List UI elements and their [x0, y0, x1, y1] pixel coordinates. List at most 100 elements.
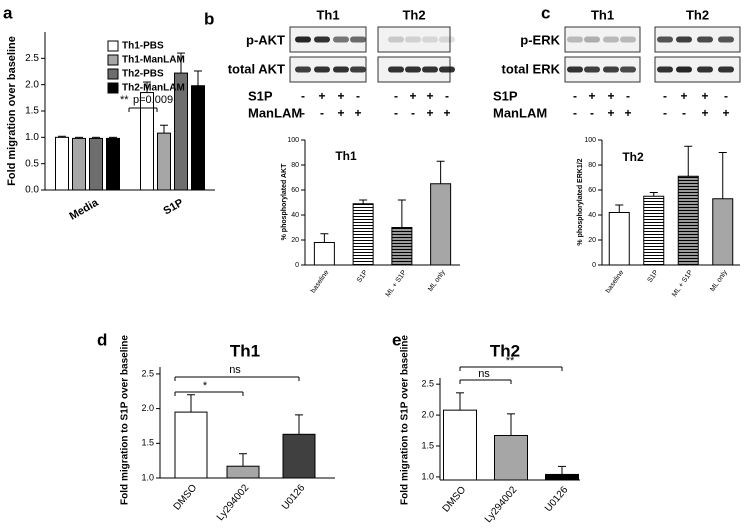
- y-tick-label: 60: [291, 187, 299, 194]
- blot-band: [295, 66, 311, 73]
- error-bar: [649, 192, 658, 197]
- error-bar: [143, 81, 151, 93]
- treatment-sign: +: [426, 89, 433, 103]
- bar: [174, 411, 208, 479]
- bar: [55, 136, 69, 191]
- treatment-sign: +: [701, 106, 708, 120]
- bar: [352, 203, 374, 266]
- treatment-sign: +: [722, 106, 729, 120]
- error-bar: [615, 204, 624, 213]
- blot-band: [603, 36, 619, 43]
- error-bar: [320, 233, 329, 243]
- treatment-label: ManLAM: [248, 105, 302, 120]
- annotation: *: [203, 380, 208, 392]
- blot-band: [295, 36, 311, 43]
- error-bar: [456, 392, 464, 411]
- blot-band: [333, 36, 349, 43]
- treatment-sign: +: [680, 89, 687, 103]
- treatment-sign: -: [626, 89, 630, 103]
- error-bar: [397, 199, 406, 228]
- treatment-sign: +: [337, 106, 344, 120]
- y-axis-label: Fold migration to S1P over baseline: [400, 335, 411, 505]
- y-tick-label: 2.0: [141, 403, 154, 413]
- blot-band: [567, 36, 583, 43]
- blot-band: [439, 36, 455, 43]
- treatment-sign: -: [663, 89, 667, 103]
- bar: [89, 137, 103, 191]
- blot-group-label: Th1: [316, 7, 339, 22]
- y-tick-label: 2.5: [141, 368, 154, 378]
- treatment-sign: -: [590, 106, 594, 120]
- panel-letter: a: [3, 3, 13, 22]
- bar: [545, 473, 579, 481]
- treatment-sign: +: [624, 106, 631, 120]
- error-bar: [558, 465, 566, 475]
- x-tick-label: ML + S1P: [671, 269, 695, 298]
- annotation: p=0.009: [133, 94, 173, 106]
- error-bar: [239, 453, 247, 467]
- blot-band: [567, 66, 583, 73]
- x-tick-label: S1P: [647, 269, 661, 284]
- y-tick-label: 1.5: [421, 440, 434, 450]
- treatment-sign: -: [301, 106, 305, 120]
- blot-strip: [564, 26, 641, 53]
- y-tick-label: 20: [291, 237, 299, 244]
- treatment-label: S1P: [493, 88, 518, 103]
- blot-band: [439, 66, 455, 73]
- error-bar: [507, 413, 515, 436]
- blot-band: [350, 36, 366, 43]
- y-tick-label: 2.5: [25, 53, 39, 64]
- legend-swatch: [107, 68, 119, 80]
- treatment-label: S1P: [248, 88, 273, 103]
- bar: [174, 72, 188, 191]
- blot-band: [603, 66, 619, 73]
- blot-row-label: p-ERK: [520, 32, 560, 47]
- blot-band: [657, 36, 673, 43]
- blot-row-label: total AKT: [228, 61, 285, 76]
- x-tick-label: ML only: [709, 269, 729, 293]
- error-bar: [436, 160, 445, 184]
- blot-band: [657, 66, 673, 73]
- blot-group-label: Th2: [686, 7, 709, 22]
- x-tick-label: Ly294002: [483, 484, 520, 525]
- x-tick-label: ML + S1P: [385, 269, 409, 298]
- treatment-sign: -: [682, 106, 686, 120]
- treatment-sign: +: [318, 89, 325, 103]
- bar: [191, 85, 205, 191]
- x-tick-label: U0126: [543, 484, 571, 514]
- treatment-sign: -: [663, 106, 667, 120]
- blot-band: [314, 66, 330, 73]
- y-tick-label: 1.0: [141, 472, 154, 482]
- panel-letter: b: [204, 9, 214, 28]
- error-bar: [187, 394, 195, 413]
- error-bar: [684, 145, 693, 177]
- error-bar: [718, 152, 727, 199]
- blot-band: [676, 66, 692, 73]
- treatment-sign: -: [445, 89, 449, 103]
- x-tick-label: baseline: [310, 269, 331, 294]
- bar: [72, 137, 86, 191]
- error-bar: [359, 199, 368, 204]
- blot-group-label: Th2: [402, 7, 425, 22]
- y-axis-label: % phosphorylated AKT: [281, 163, 288, 240]
- x-tick-label: S1P: [356, 269, 370, 284]
- treatment-sign: -: [724, 89, 728, 103]
- blot-band: [697, 66, 713, 73]
- blot-strip: [377, 26, 451, 53]
- bar: [712, 198, 734, 266]
- x-tick-label: ML only: [427, 269, 447, 293]
- treatment-sign: -: [573, 89, 577, 103]
- x-tick-label: U0126: [280, 482, 308, 512]
- blot-band: [584, 66, 600, 73]
- annotation: **: [506, 355, 515, 367]
- treatment-sign: -: [356, 89, 360, 103]
- blot-row-label: total ERK: [502, 61, 561, 76]
- bar: [391, 227, 413, 266]
- blot-band: [422, 36, 438, 43]
- blot-band: [697, 36, 713, 43]
- y-tick-label: 1.0: [421, 471, 434, 481]
- annotation: ns: [478, 368, 490, 380]
- bar: [226, 465, 260, 479]
- y-tick-label: 1.5: [25, 106, 39, 117]
- panel-letter: d: [97, 330, 107, 349]
